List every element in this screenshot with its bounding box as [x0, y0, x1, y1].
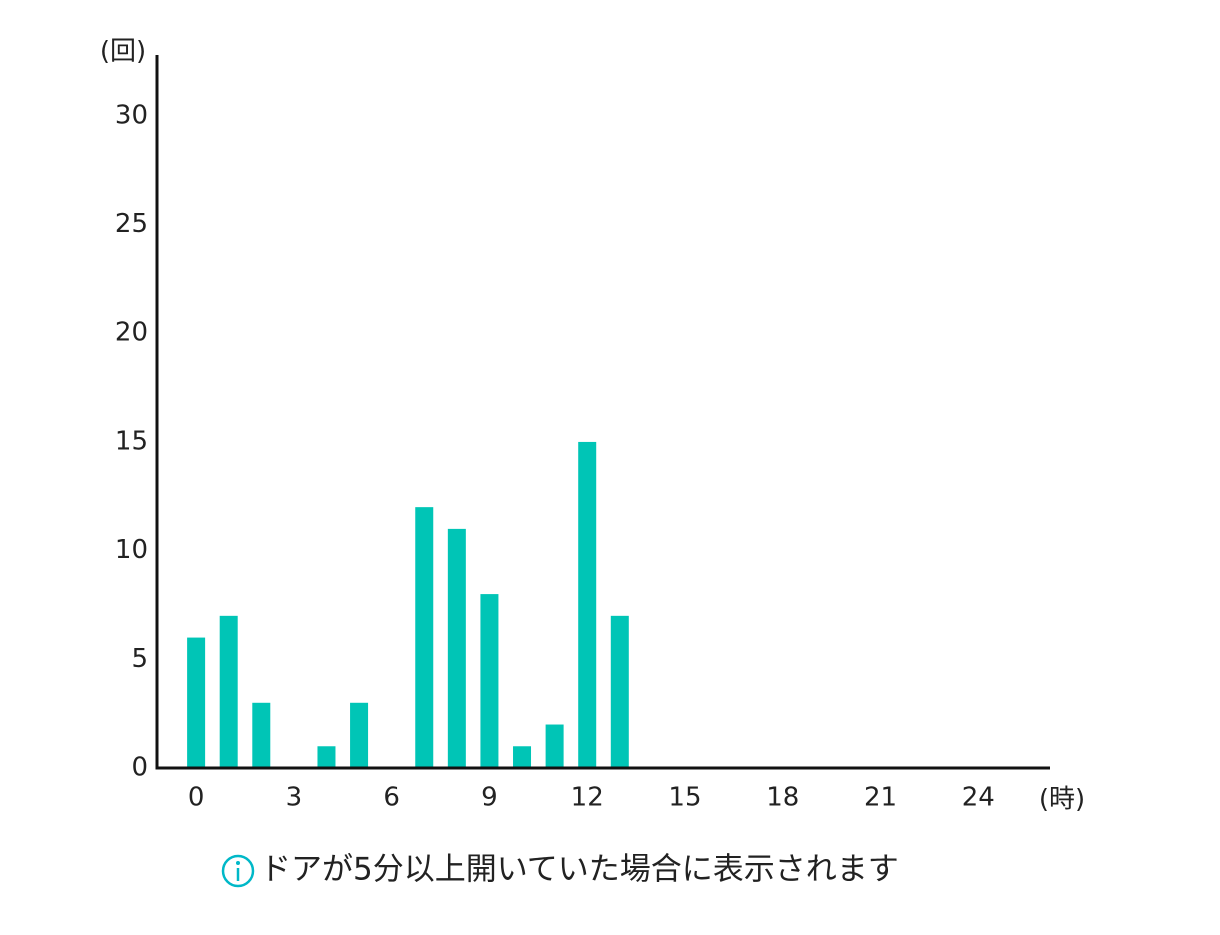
- y-tick-label: 20: [115, 318, 148, 348]
- bar: [610, 615, 629, 768]
- bar: [480, 594, 499, 768]
- x-tick-label: 3: [286, 783, 303, 813]
- x-tick-label: 9: [481, 783, 498, 813]
- bar: [317, 746, 336, 768]
- y-tick-label: 0: [131, 753, 148, 783]
- y-tick-label: 15: [115, 426, 148, 456]
- x-tick-label: 12: [571, 783, 604, 813]
- x-tick-label: 18: [766, 783, 799, 813]
- x-tick-label: 24: [962, 783, 995, 813]
- note: ドアが5分以上開いていた場合に表示されます: [260, 852, 899, 888]
- bar: [187, 637, 206, 768]
- x-tick-label: 21: [864, 783, 897, 813]
- bar: [219, 615, 238, 768]
- y-tick-label: 10: [115, 535, 148, 565]
- x-tick-label: 15: [668, 783, 701, 813]
- bar: [447, 528, 466, 768]
- bar: [545, 724, 564, 768]
- x-axis-label: (時): [1039, 785, 1085, 815]
- info-icon: [221, 854, 255, 888]
- bar: [252, 702, 271, 768]
- y-tick-label: 30: [115, 100, 148, 130]
- x-tick-label: 6: [383, 783, 400, 813]
- bar: [415, 507, 434, 768]
- bar: [513, 746, 532, 768]
- y-tick-label: 25: [115, 209, 148, 239]
- x-tick-label: 0: [188, 783, 205, 813]
- y-tick-label: 5: [131, 644, 148, 674]
- bar: [578, 441, 597, 768]
- bar: [350, 702, 369, 768]
- y-axis-label: (回): [100, 37, 146, 67]
